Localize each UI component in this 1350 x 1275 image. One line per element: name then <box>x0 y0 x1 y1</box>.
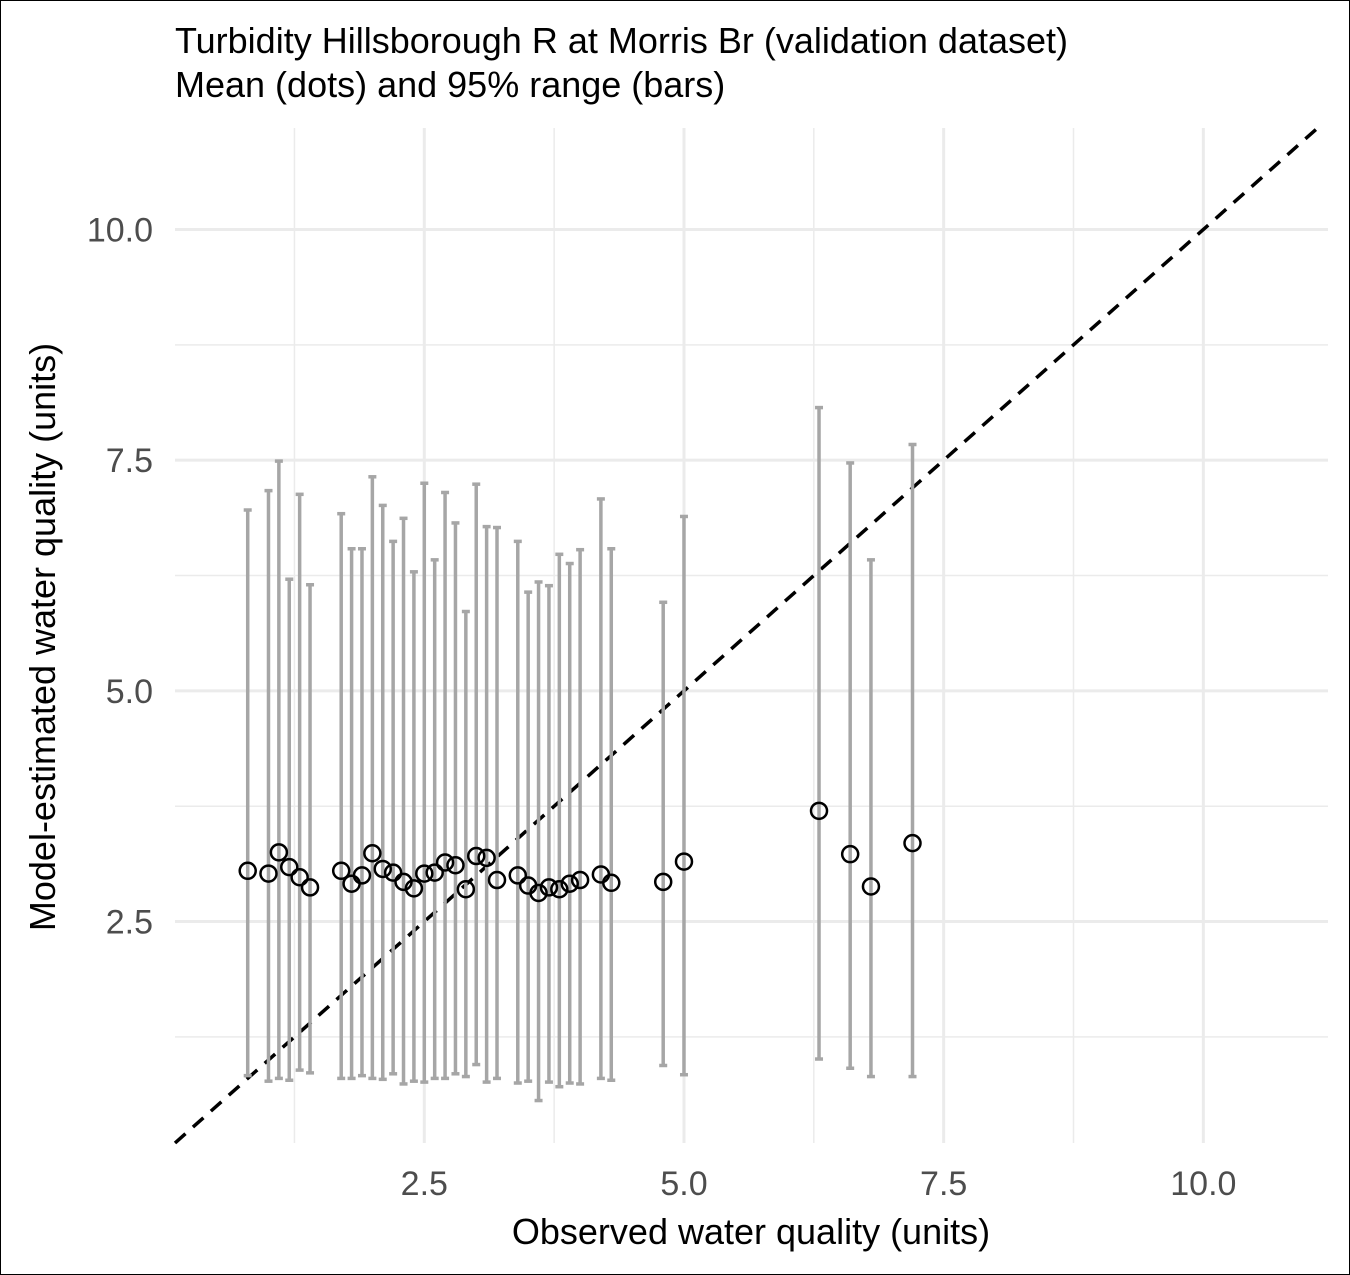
y-tick-label: 10.0 <box>87 212 153 250</box>
mean-point <box>840 844 860 864</box>
x-tick-label: 2.5 <box>401 1165 448 1203</box>
reference-line <box>173 126 1319 1145</box>
mean-point <box>674 852 694 871</box>
tick-labels-layer: 2.5 5.0 7.5 10.0 2.5 5.0 7.5 10.0 <box>87 212 1237 1204</box>
mean-point <box>602 873 621 893</box>
mean-point <box>373 859 392 879</box>
mean-point <box>508 866 528 885</box>
x-axis-title: Observed water quality (units) <box>512 1211 990 1252</box>
mean-point <box>435 853 455 872</box>
y-tick-label: 7.5 <box>106 442 153 480</box>
mean-point <box>456 880 476 899</box>
mean-point <box>550 880 569 899</box>
mean-point <box>487 870 507 890</box>
mean-point <box>238 861 257 881</box>
points-layer <box>238 801 922 903</box>
x-tick-label: 7.5 <box>920 1165 967 1203</box>
mean-point <box>269 843 289 862</box>
mean-point <box>404 879 424 898</box>
mean-point <box>809 801 829 821</box>
x-tick-label: 10.0 <box>1170 1165 1236 1203</box>
y-axis-title: Model-estimated water quality (units) <box>22 343 63 931</box>
y-tick-label: 5.0 <box>106 673 153 711</box>
mean-point <box>861 877 881 896</box>
mean-point <box>331 861 351 881</box>
mean-point <box>653 872 673 892</box>
chart-subtitle: Mean (dots) and 95% range (bars) <box>175 64 725 105</box>
mean-point <box>425 863 444 882</box>
x-tick-label: 5.0 <box>660 1165 707 1203</box>
mean-point <box>300 878 320 897</box>
mean-point <box>280 857 299 877</box>
mean-point <box>259 864 278 883</box>
y-tick-label: 2.5 <box>106 904 153 942</box>
mean-point <box>446 856 465 875</box>
chart-title: Turbidity Hillsborough R at Morris Br (v… <box>175 20 1068 61</box>
mean-point <box>290 868 309 887</box>
mean-point <box>570 870 590 890</box>
mean-point <box>383 863 403 882</box>
mean-point <box>415 864 434 883</box>
mean-point <box>539 878 559 897</box>
mean-point <box>363 844 382 863</box>
mean-point <box>560 874 579 893</box>
grid-layer <box>175 128 1328 1143</box>
reference-line-layer <box>173 126 1319 1145</box>
error-bars-layer <box>243 405 917 1103</box>
mean-point <box>903 833 922 853</box>
mean-point <box>477 848 496 868</box>
mean-point <box>352 866 372 885</box>
mean-point <box>466 846 486 866</box>
mean-point <box>529 883 548 903</box>
